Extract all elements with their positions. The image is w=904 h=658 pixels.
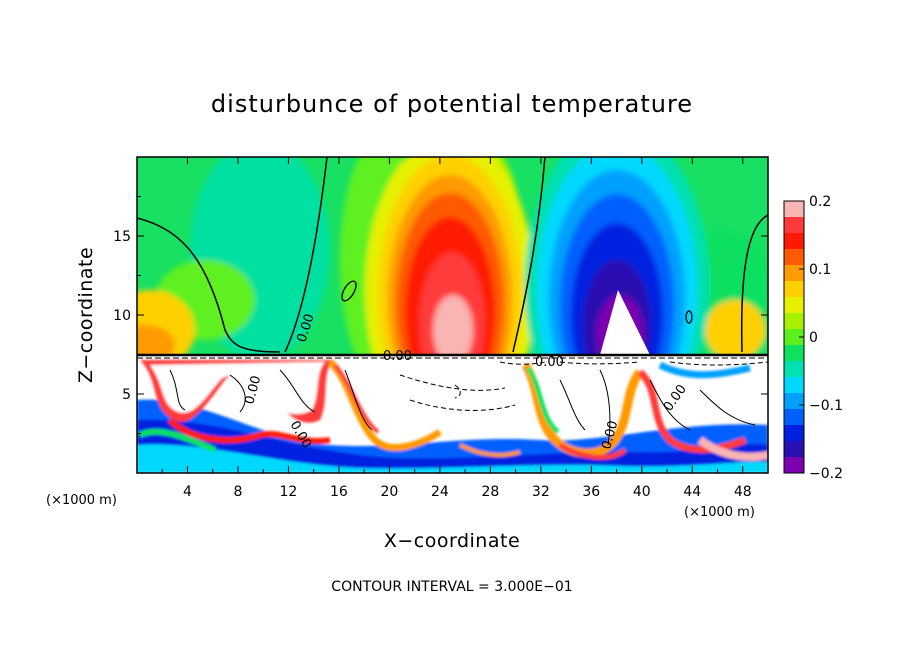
y-tick-label: 10 bbox=[113, 308, 131, 324]
x-tick-label: 36 bbox=[582, 484, 600, 500]
y-axis: 5 10 15 bbox=[113, 196, 768, 434]
zero-contour bbox=[685, 310, 693, 324]
zero-contour bbox=[740, 214, 768, 353]
colorbar-segment bbox=[784, 409, 804, 426]
contour-label: 0.00 bbox=[383, 349, 412, 364]
colorbar bbox=[783, 200, 805, 474]
colorbar-segment bbox=[784, 313, 804, 330]
chart-title: disturbunce of potential temperature bbox=[211, 90, 693, 118]
x-axis: 4 8 12 16 20 24 28 32 36 40 44 48 bbox=[161, 157, 752, 500]
x-tick-label: 16 bbox=[330, 484, 348, 500]
zero-contour bbox=[284, 157, 328, 353]
lower-dashed-contours bbox=[399, 361, 768, 411]
colorbar-segment bbox=[784, 265, 804, 282]
colorbar-tick-label: −0.2 bbox=[809, 466, 843, 482]
x-tick-label: 40 bbox=[633, 484, 651, 500]
y-tick-label: 15 bbox=[113, 229, 131, 245]
colorbar-tick-label: 0.2 bbox=[809, 194, 831, 210]
colorbar-segment bbox=[784, 425, 804, 442]
colorbar-segment bbox=[784, 457, 804, 474]
colorbar-tick-label: 0.1 bbox=[809, 262, 831, 278]
colorbar-segment bbox=[784, 233, 804, 250]
colorbar-segment bbox=[784, 201, 804, 218]
neutral-patch bbox=[705, 300, 765, 360]
colorbar-segment bbox=[784, 393, 804, 410]
colorbar-segment bbox=[784, 361, 804, 378]
x-axis-label: X−coordinate bbox=[384, 530, 520, 552]
x-tick-label: 44 bbox=[683, 484, 701, 500]
colorbar-segment bbox=[784, 345, 804, 362]
lower-field bbox=[137, 359, 768, 473]
y-tick-label: 5 bbox=[122, 387, 131, 403]
colorbar-segment bbox=[784, 217, 804, 234]
lower-contours bbox=[169, 369, 756, 446]
warm-anomaly-core bbox=[433, 295, 473, 365]
zero-contour bbox=[137, 217, 281, 353]
colorbar-ticks: 0.2 0.1 0 −0.1 −0.2 bbox=[799, 194, 843, 482]
colorbar-tick-label: 0 bbox=[809, 330, 818, 346]
y-axis-label: Z−coordinate bbox=[75, 247, 97, 383]
zero-contour bbox=[512, 157, 546, 353]
colorbar-segment bbox=[784, 377, 804, 394]
x-unit-left: (×1000 m) bbox=[46, 493, 117, 508]
x-tick-label: 4 bbox=[183, 484, 192, 500]
colorbar-segment bbox=[784, 297, 804, 314]
x-tick-label: 8 bbox=[233, 484, 242, 500]
x-unit-right: (×1000 m) bbox=[684, 505, 755, 520]
plot-area: 0.00 0.00 0.00 0.00 0.00 0.00 0.00 bbox=[137, 157, 768, 473]
contour-label: 0.00 bbox=[535, 355, 564, 370]
x-tick-label: 28 bbox=[481, 484, 499, 500]
colorbar-segment bbox=[784, 441, 804, 458]
x-tick-label: 20 bbox=[380, 484, 398, 500]
contour-label: 0.00 bbox=[599, 419, 621, 451]
zero-contour bbox=[341, 280, 357, 302]
contour-label: 0.00 bbox=[242, 374, 264, 406]
x-tick-label: 48 bbox=[734, 484, 752, 500]
cold-anomaly-core bbox=[600, 290, 650, 355]
colorbar-segment bbox=[784, 281, 804, 298]
colorbar-segment bbox=[784, 249, 804, 266]
colorbar-tick-label: −0.1 bbox=[809, 398, 843, 414]
colorbar-segment bbox=[784, 329, 804, 346]
x-tick-label: 32 bbox=[532, 484, 550, 500]
x-tick-label: 24 bbox=[431, 484, 449, 500]
contour-interval-note: CONTOUR INTERVAL = 3.000E−01 bbox=[331, 579, 572, 595]
x-tick-label: 12 bbox=[280, 484, 298, 500]
